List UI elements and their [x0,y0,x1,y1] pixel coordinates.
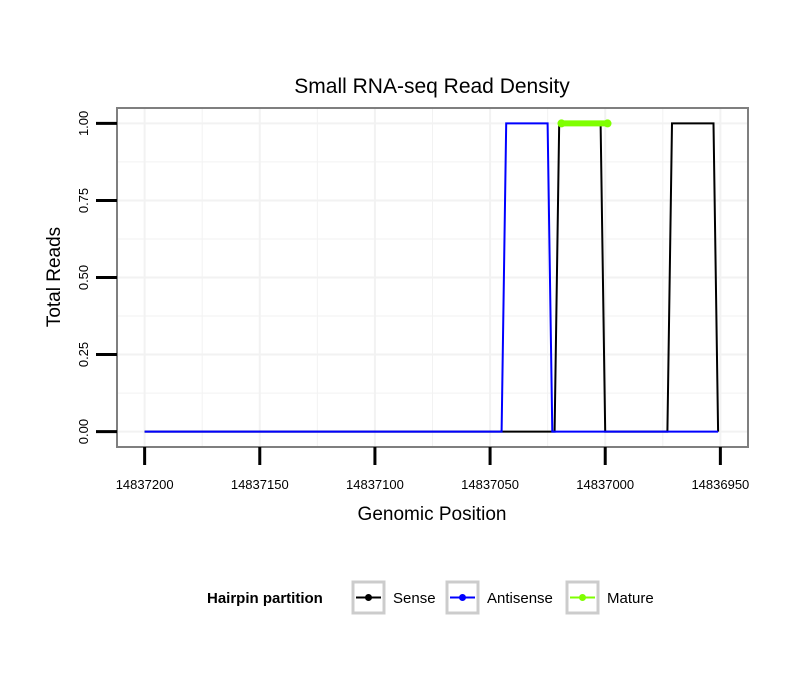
x-tick-label: 14837200 [116,477,174,492]
y-tick-label: 0.00 [76,419,91,444]
legend-item-mature: Mature [565,580,654,615]
x-tick-label: 14836950 [691,477,749,492]
legend-item-antisense: Antisense [445,580,553,615]
y-axis-label: Total Reads [44,227,65,327]
legend-title: Hairpin partition [207,590,323,607]
y-axis: 0.00 0.25 0.50 0.75 1.00 [76,111,117,444]
legend-item-sense: Sense [351,580,436,615]
legend-label-mature: Mature [607,590,654,607]
legend-label-sense: Sense [393,590,436,607]
y-tick-label: 0.25 [76,342,91,367]
legend: Hairpin partition Sense Antisense Mature [207,580,654,615]
legend-key-dot-mature [579,594,586,601]
y-tick-label: 1.00 [76,111,91,136]
legend-key-dot-antisense [459,594,466,601]
x-tick-label: 14837000 [576,477,634,492]
x-tick-label: 14837100 [346,477,404,492]
series-point-mature [603,119,612,128]
x-tick-label: 14837150 [231,477,289,492]
series-line-antisense [144,122,719,433]
x-tick-label: 14837050 [461,477,519,492]
series-point-mature [557,119,566,128]
chart-title: Small RNA-seq Read Density [294,75,570,98]
legend-label-antisense: Antisense [487,590,553,607]
x-axis: 14837200 14837150 14837100 14837050 14837000… [116,447,749,492]
y-tick-label: 0.75 [76,188,91,213]
legend-key-dot-sense [365,594,372,601]
x-axis-label: Genomic Position [358,504,507,525]
plot-grid [117,108,748,447]
y-tick-label: 0.50 [76,265,91,290]
series-layer [144,119,720,433]
